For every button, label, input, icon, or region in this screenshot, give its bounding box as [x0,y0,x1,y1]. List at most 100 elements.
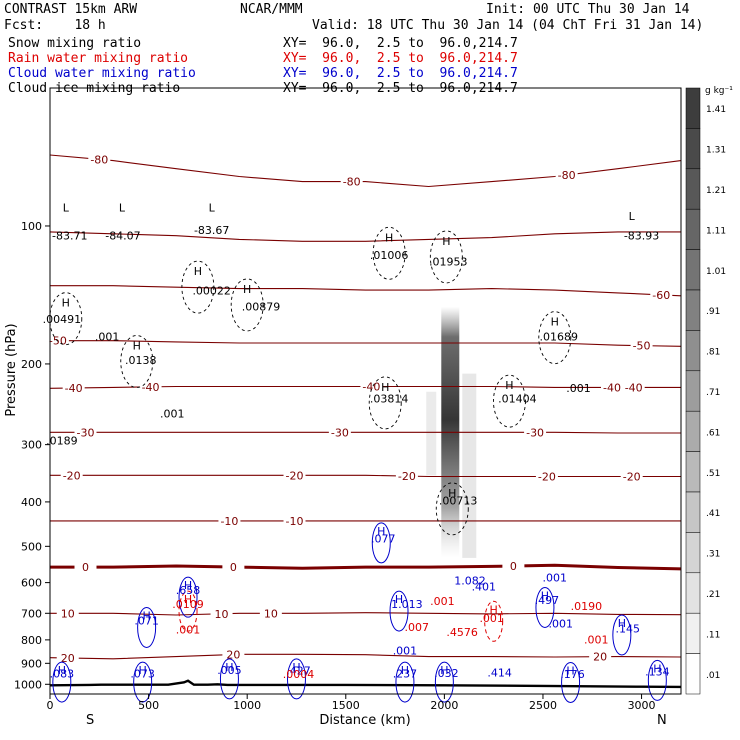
cloud-water-contour [535,586,555,628]
contour-value-label: .001 [176,624,201,637]
isotherm-label-bg [139,380,162,393]
contour-value-label: .237 [393,667,418,680]
isotherm-label-bg [650,288,673,301]
colorbar-cell [685,128,701,170]
y-tick-label: 600 [21,577,42,590]
contour-value-label: -83.71 [52,229,87,242]
contour-value-label: .007 [405,621,430,634]
isotherm-label: -80 [558,169,576,182]
cloud-ice-contour [435,482,469,536]
high-marker: H [566,664,574,677]
x-tick-label: 2000 [430,699,458,712]
low-marker: L [63,202,70,215]
isotherm-label: -10 [220,515,238,528]
colorbar-cell [685,289,701,331]
isotherm-label-bg [56,652,79,665]
isotherm-label: 10 [264,607,278,620]
isotherm-label: -40 [625,381,643,394]
colorbar-cell [685,612,701,654]
contour-value-label: .0189 [46,435,78,448]
contour-value-label: .414 [487,667,512,680]
high-marker: H [442,235,450,248]
rain-water-contour [484,600,504,642]
cloud-water-contour [395,661,415,703]
colorbar-label: 1.31 [706,146,726,156]
isotherm-label: -80 [343,176,361,189]
x-tick-label: 2500 [529,699,557,712]
contour-value-label: .0004 [283,668,315,681]
isotherm-label: 10 [215,608,229,621]
colorbar-label: .91 [706,307,720,317]
colorbar-label: .71 [706,388,720,398]
contour-value-label: .134 [645,666,670,679]
contour-value-label: .497 [535,594,560,607]
high-marker: H [225,661,233,674]
contour-value-label: .001 [95,331,120,344]
contour-value-label: .005 [217,664,242,677]
contour-value-label: .00491 [43,313,82,326]
isotherm-label-bg [395,470,418,483]
contour-value-label: .0109 [172,598,204,611]
colorbar-label: 1.01 [706,267,726,277]
field-xy-rain: XY= 96.0, 2.5 to 96.0,214.7 [283,51,518,66]
isotherm-line [50,563,682,571]
y-tick-label: 200 [21,358,42,371]
high-marker: H [541,589,549,602]
isotherm-layer: -80-80 -80-60-50 -50-40 -40 -40 -40 -40-30 -30-… [46,153,682,665]
cloud-water-contour [286,658,306,700]
y-tick-label: 1000 [14,678,42,691]
colorbar-cell [685,330,701,372]
terrain-layer [49,679,682,689]
contour-value-label: .01689 [539,331,578,344]
y-tick-label: 500 [21,540,42,553]
isotherm-label-bg [218,514,241,527]
high-marker: H [395,593,403,606]
isotherm-line [50,431,681,434]
high-marker: H [194,265,202,278]
isotherm-line [50,612,682,616]
isotherm-label-bg [502,560,525,573]
cloud-water-contour [389,590,409,632]
colorbar-label: .41 [706,509,720,519]
contour-value-label: .083 [50,667,75,680]
colorbar-label: 1.21 [706,186,726,196]
isotherm-label-bg [60,469,83,482]
high-marker: H [401,664,409,677]
snow-shading-secondary [462,373,477,558]
colorbar-unit: g kg⁻¹ [705,86,733,96]
field-xy-cloudwater: XY= 96.0, 2.5 to 96.0,214.7 [283,66,518,81]
cloud-water-contour [371,522,391,564]
high-marker: H [440,664,448,677]
contour-value-label: .401 [472,581,497,594]
x-tick-label: 3000 [628,699,656,712]
colorbar-label: 1.11 [706,226,726,236]
isotherm-label: -40 [362,380,380,393]
forecast-hour: Fcst: 18 h [4,18,106,33]
x-tick-label: 0 [47,699,54,712]
contour-value-label: .077 [371,532,396,545]
init-time: Init: 00 UTC Thu 30 Jan 14 [486,2,690,17]
x-tick-label: 1000 [233,699,261,712]
cloud-ice-contour [181,260,215,314]
south-label: S [86,713,94,728]
high-marker: H [381,381,389,394]
isotherm-label-bg [630,339,653,352]
high-marker: H [292,661,300,674]
contour-value-label: .00713 [439,494,478,507]
isotherm-label: 10 [61,607,75,620]
cloud-water-contour [219,658,239,700]
contour-value-label: .00879 [242,301,281,314]
high-marker: H [551,316,559,329]
isotherm-label-bg [535,470,558,483]
colorbar-cell [685,451,701,493]
y-tick-label: 800 [21,634,42,647]
contour-value-label: .145 [616,622,641,635]
isotherm-label: -50 [633,340,651,353]
isotherm-line [50,340,682,347]
high-marker: H [184,579,192,592]
north-label: N [657,713,667,728]
isotherm-label-bg [589,650,612,663]
model-title: CONTRAST 15km ARW [4,2,138,17]
cloud-water-contour [52,661,72,703]
isotherm-label-bg [259,607,282,620]
